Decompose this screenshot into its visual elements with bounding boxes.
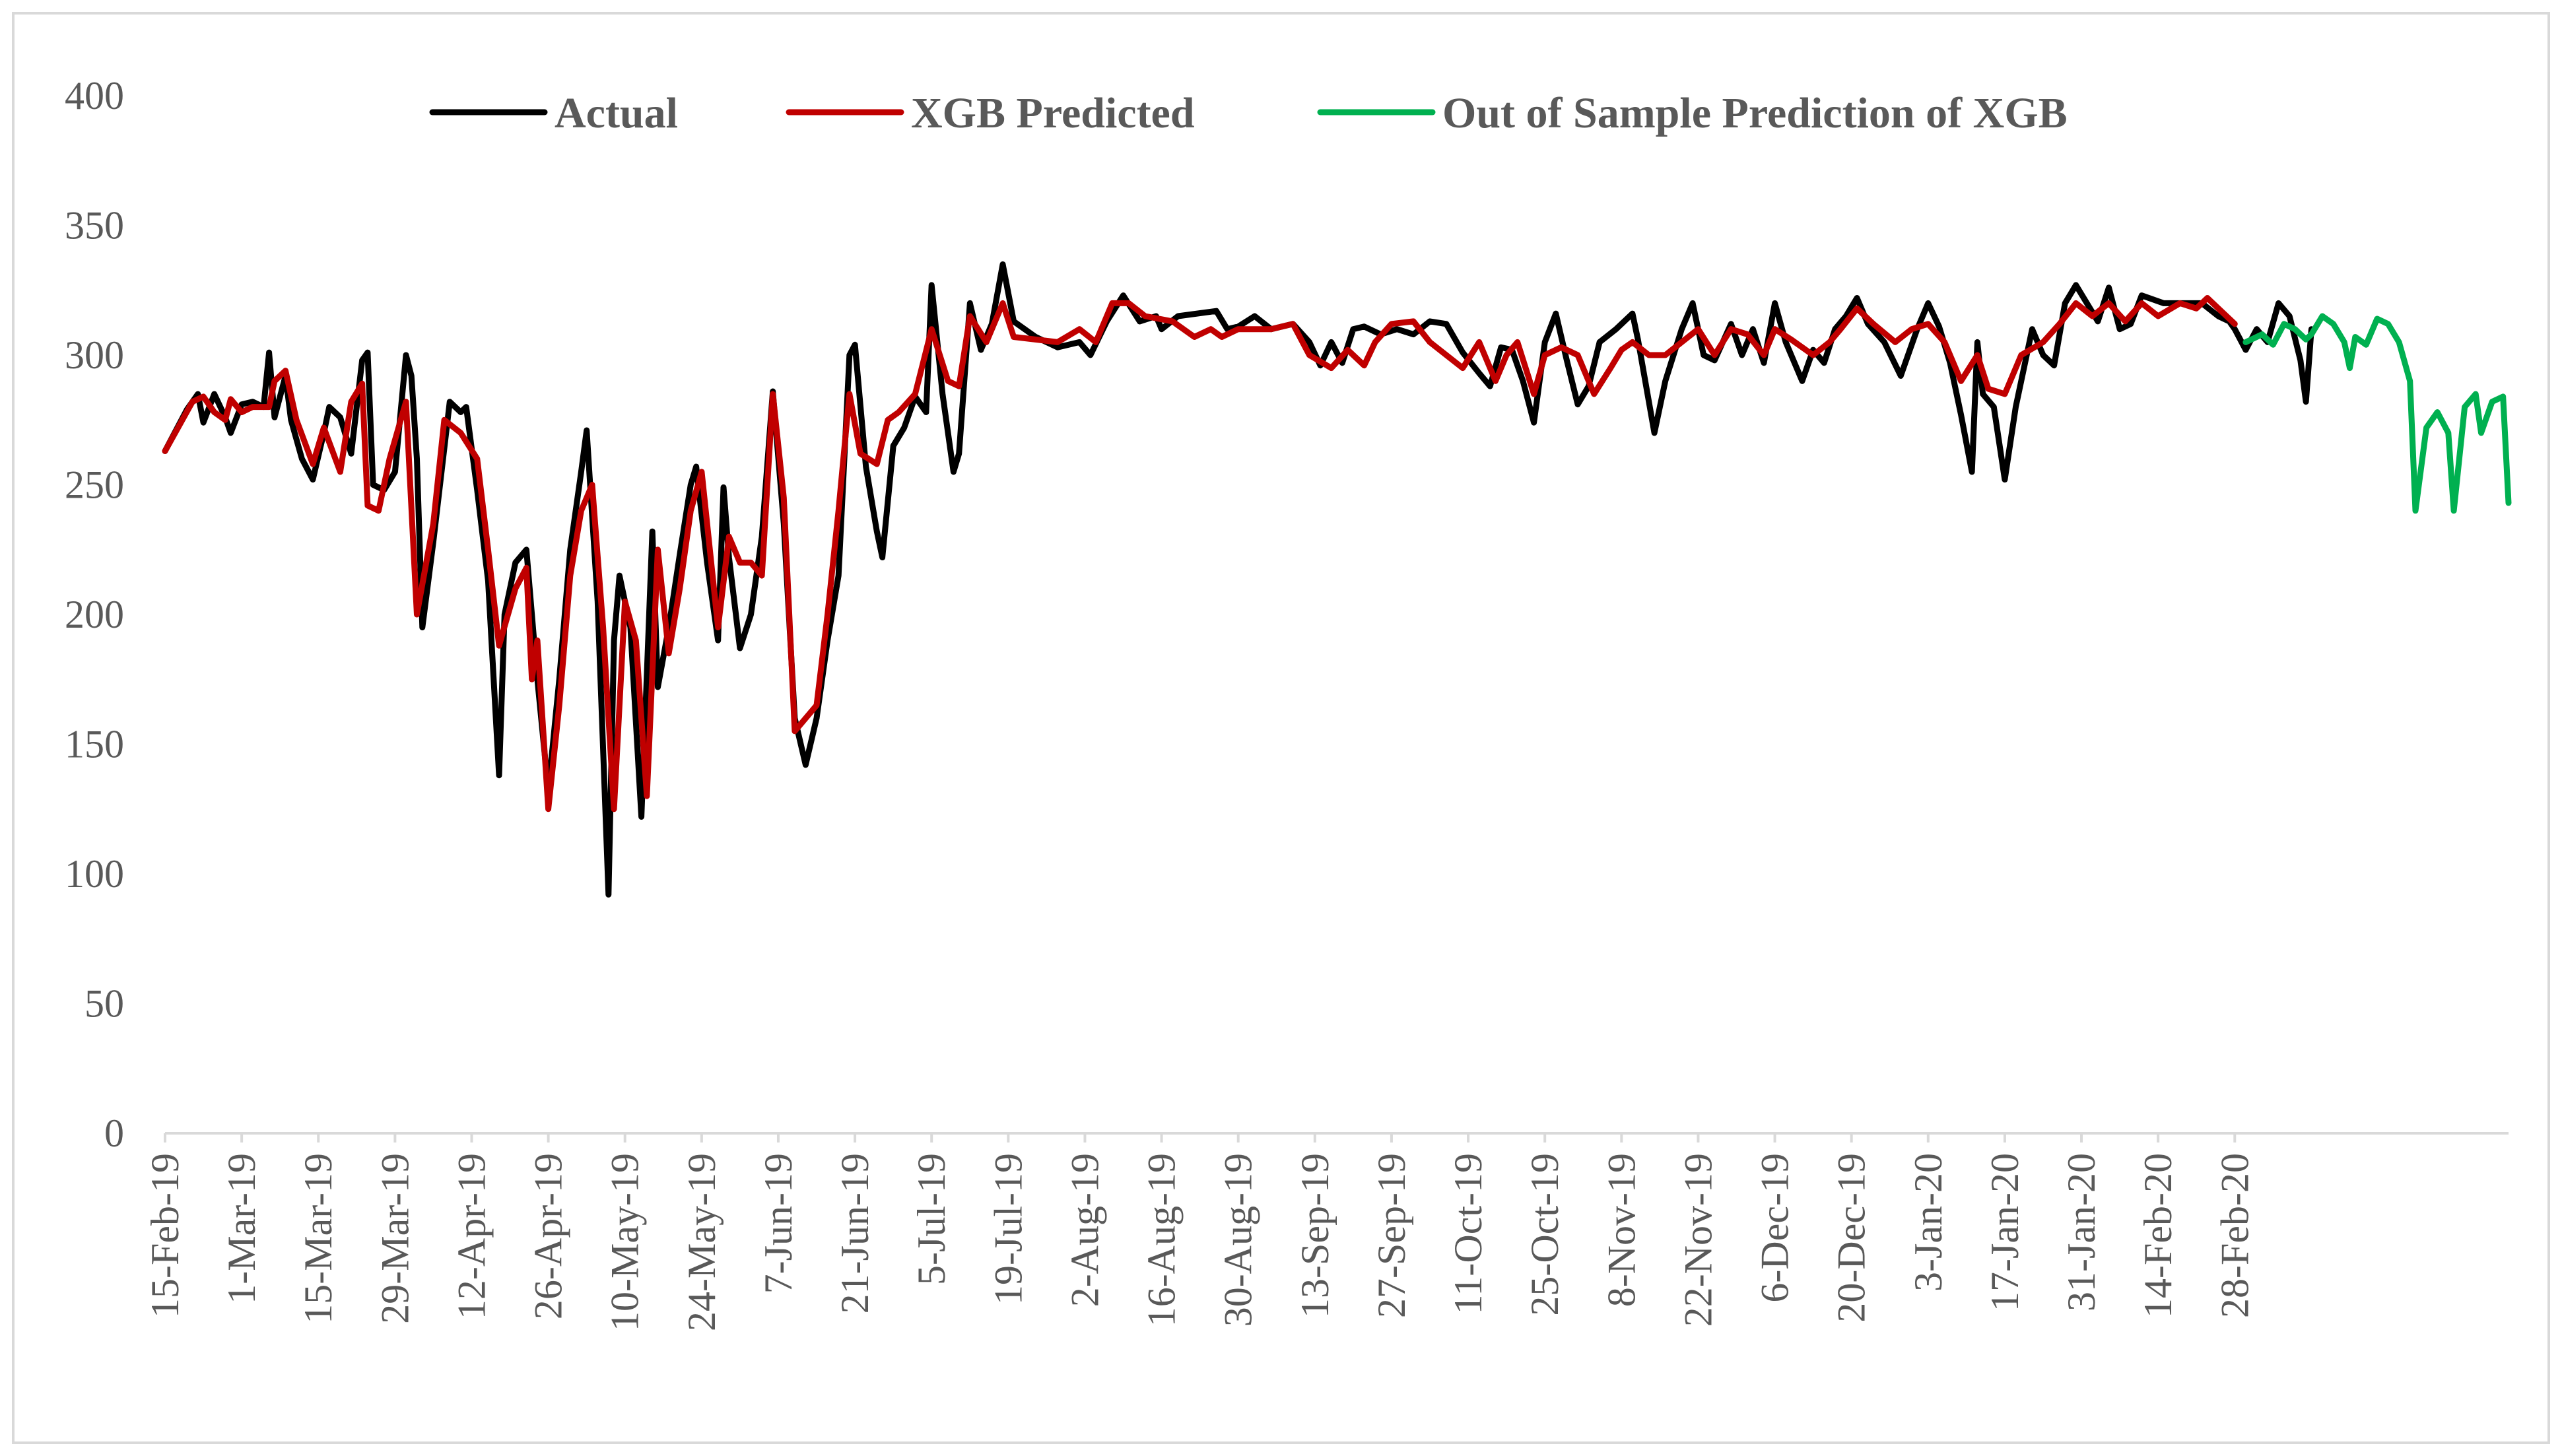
x-tick-label: 20-Dec-19: [1830, 1153, 1873, 1323]
x-tick-label: 14-Feb-20: [2136, 1153, 2180, 1318]
x-tick-label: 28-Feb-20: [2213, 1153, 2256, 1318]
x-axis-ticks: 15-Feb-19 1-Mar-19 15-Mar-19 29-Mar-19 12-Ap…: [143, 1133, 2256, 1331]
x-tick-label: 7-Jun-19: [757, 1153, 800, 1294]
x-tick-label: 15-Mar-19: [296, 1153, 340, 1324]
series-lines: [162, 261, 2512, 898]
legend-label: XGB Predicted: [911, 89, 1195, 137]
x-tick-label: 30-Aug-19: [1217, 1153, 1260, 1327]
y-tick-label: 50: [84, 982, 124, 1026]
series-line-2: [2242, 313, 2512, 514]
x-tick-label: 3-Jan-20: [1906, 1153, 1950, 1292]
x-tick-label: 11-Oct-19: [1446, 1153, 1490, 1314]
series-line-0: [162, 261, 2314, 898]
x-tick-label: 16-Aug-19: [1140, 1153, 1184, 1327]
x-tick-label: 10-May-19: [603, 1153, 647, 1331]
x-tick-label: 13-Sep-19: [1293, 1153, 1337, 1318]
y-tick-label: 300: [65, 333, 124, 377]
y-axis-ticks: 0 50 100 150 200 250 300 350 400: [65, 74, 124, 1155]
x-tick-label: 29-Mar-19: [373, 1153, 417, 1324]
x-tick-label: 19-Jul-19: [986, 1153, 1030, 1305]
y-tick-label: 200: [65, 593, 124, 636]
x-tick-label: 8-Nov-19: [1600, 1153, 1643, 1307]
x-tick-label: 17-Jan-20: [1983, 1153, 2027, 1311]
series-line-1: [162, 295, 2238, 812]
legend-label: Actual: [555, 89, 678, 137]
x-tick-label: 22-Nov-19: [1676, 1153, 1720, 1327]
x-tick-label: 31-Jan-20: [2060, 1153, 2103, 1311]
x-tick-label: 6-Dec-19: [1753, 1153, 1797, 1303]
legend: Actual XGB Predicted Out of Sample Predict…: [429, 89, 2068, 137]
x-tick-label: 15-Feb-19: [143, 1153, 187, 1318]
x-tick-label: 2-Aug-19: [1063, 1153, 1106, 1307]
x-tick-label: 27-Sep-19: [1370, 1153, 1413, 1318]
legend-label: Out of Sample Prediction of XGB: [1442, 89, 2068, 137]
x-tick-label: 12-Apr-19: [450, 1153, 493, 1319]
x-tick-label: 24-May-19: [680, 1153, 724, 1331]
x-tick-label: 26-Apr-19: [527, 1153, 570, 1319]
chart-frame: [12, 12, 2550, 1444]
y-tick-label: 400: [65, 74, 124, 117]
y-tick-label: 100: [65, 852, 124, 896]
x-tick-label: 21-Jun-19: [833, 1153, 877, 1313]
y-tick-label: 150: [65, 723, 124, 766]
x-tick-label: 25-Oct-19: [1523, 1153, 1567, 1316]
y-tick-label: 350: [65, 204, 124, 248]
y-tick-label: 0: [104, 1111, 124, 1155]
y-tick-label: 250: [65, 463, 124, 507]
x-tick-label: 1-Mar-19: [220, 1153, 263, 1304]
x-tick-label: 5-Jul-19: [910, 1153, 953, 1285]
